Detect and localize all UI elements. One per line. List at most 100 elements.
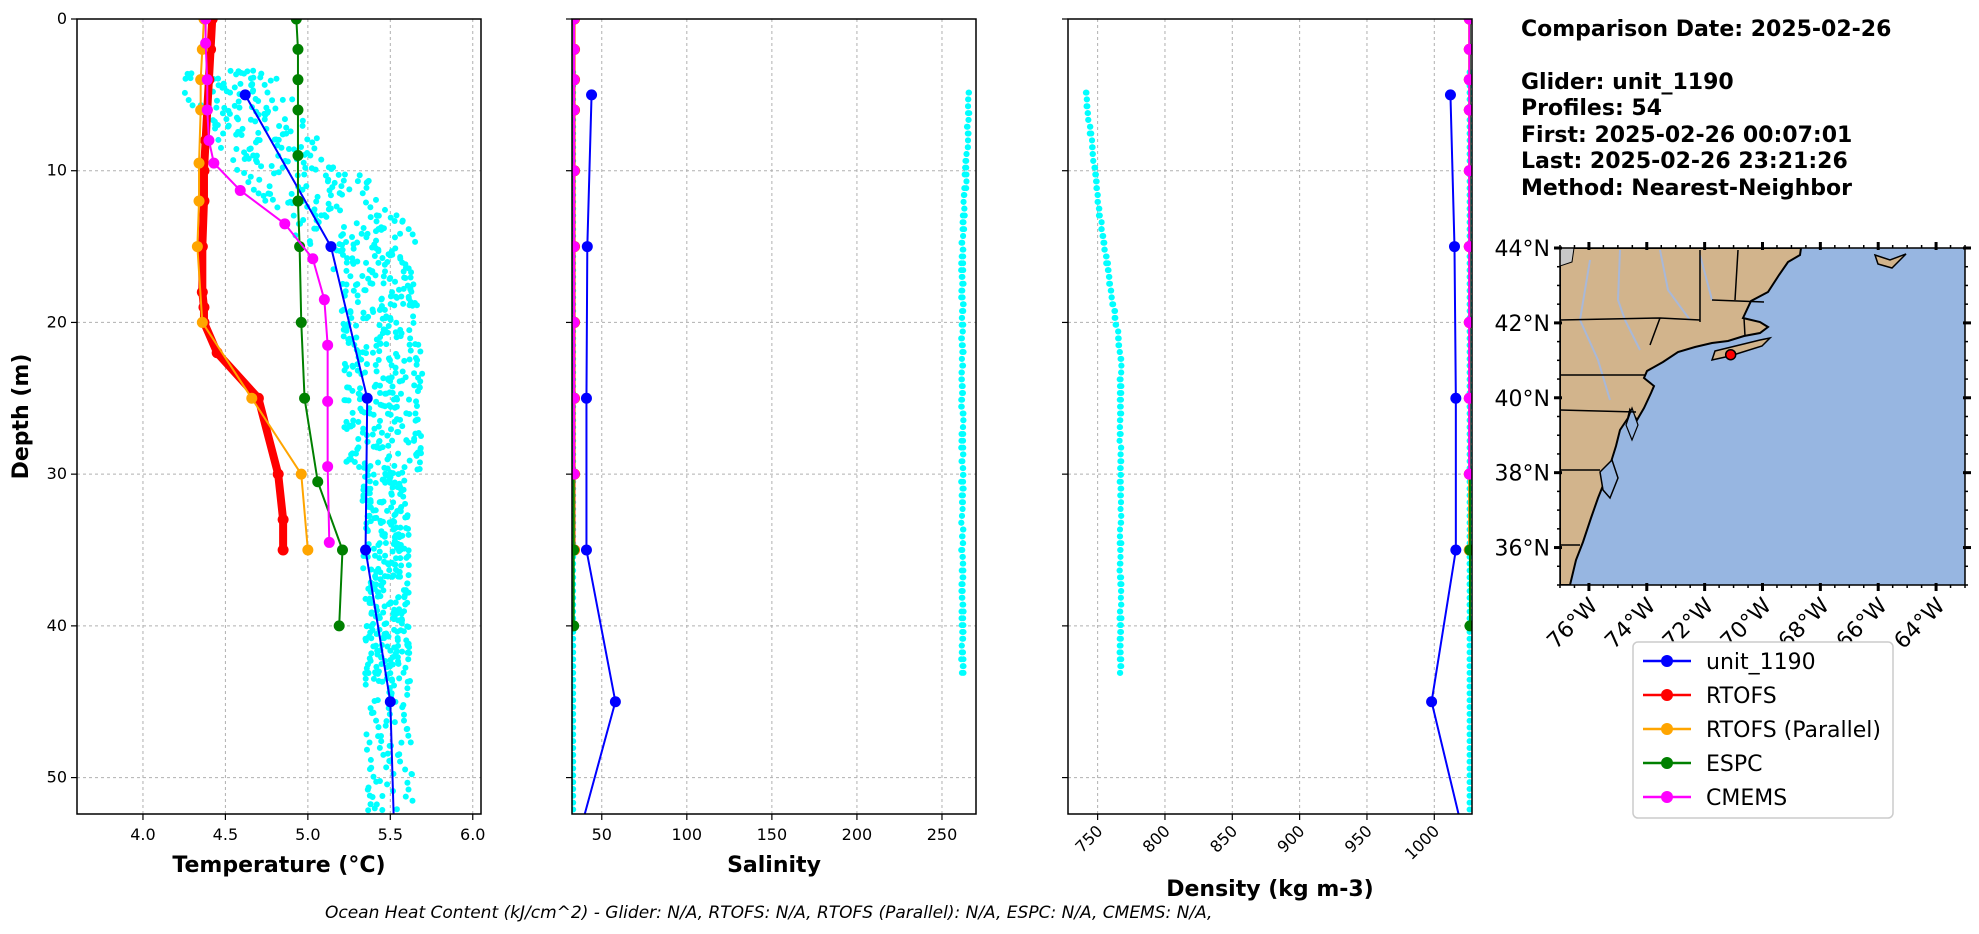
glider-point [1116,642,1123,649]
glider-point [360,486,367,493]
glider-point [1117,506,1124,513]
glider-point [341,322,348,329]
glider-point [398,620,405,627]
x-tick-label: 900 [1273,821,1308,856]
glider-point [380,587,387,594]
glider-point [1116,608,1123,615]
glider-point [1116,417,1123,424]
glider-point [261,116,268,123]
glider-point [960,451,967,458]
glider-point [387,670,394,677]
lat-tick-label: 36°N [1495,537,1550,562]
glider-point [960,649,967,656]
glider-point [404,649,411,656]
glider-point [411,370,418,377]
glider-point [220,130,227,137]
glider-point [281,116,288,123]
glider-point [349,259,356,266]
axes-frame [1067,18,1473,815]
glider-point [960,349,967,356]
glider-point [370,675,377,682]
glider-point [399,423,406,430]
data-point [586,89,598,101]
glider-point [384,507,391,514]
glider-point [185,97,192,104]
glider-point [367,801,374,808]
glider-point [396,286,403,293]
glider-point [407,299,414,306]
glider-point [958,458,965,465]
glider-point [279,164,286,171]
glider-point [1087,123,1094,130]
glider-point [572,765,577,772]
glider-point [1116,635,1123,642]
panel-2: 50 100 150 200 250 Salinity [566,18,977,878]
glider-point [383,764,390,771]
glider-point [1103,253,1110,260]
glider-point [961,205,968,212]
glider-point [312,166,319,173]
series-unit-1190 [239,89,396,814]
legend-item-rtofs-parallel-: RTOFS (Parallel) [1643,718,1881,743]
lat-tick-label: 38°N [1495,462,1550,487]
glider-point [340,333,347,340]
data-point [272,468,284,480]
glider-point [394,628,401,635]
glider-point [403,410,410,417]
glider-point [360,492,367,499]
glider-point [1112,308,1119,315]
glider-point [403,726,410,733]
glider-point [370,773,377,780]
glider-point [572,731,577,738]
glider-point [369,793,376,800]
data-point [572,241,580,253]
x-tick-label: 5.0 [295,825,320,844]
data-point [203,134,215,146]
glider-point [256,176,263,183]
glider-point [381,603,388,610]
glider-point [410,281,417,288]
glider-raw-points [1082,69,1472,813]
glider-point [366,478,373,485]
glider-point [290,212,297,219]
glider-point [344,255,351,262]
glider-point [960,198,967,205]
glider-point [250,186,257,193]
data-point [1463,104,1472,116]
glider-point [394,751,401,758]
glider-point [572,799,577,806]
glider-point [363,361,370,368]
glider-point [572,779,577,786]
glider-point [1118,396,1125,403]
glider-point [395,594,402,601]
glider-point [366,512,373,519]
glider-point [393,212,400,219]
glider-point [368,610,375,617]
glider-point [363,343,370,350]
glider-point [367,280,374,287]
data-point [1444,89,1456,101]
glider-point [572,683,577,690]
glider-point [405,786,412,793]
glider-point [1115,328,1122,335]
glider-point [355,436,362,443]
glider-point [1117,430,1124,437]
glider-point [1466,683,1472,690]
glider-point [254,136,261,143]
glider-point [1089,144,1096,151]
data-point [322,339,334,351]
glider-point [407,335,414,342]
glider-point [253,159,260,166]
glider-point [376,548,383,555]
glider-point [372,228,379,235]
glider-point [342,288,349,295]
glider-point [412,417,419,424]
glider-point [1118,519,1125,526]
glider-point [354,258,361,265]
glider-point [234,166,241,173]
glider-point [1117,499,1124,506]
glider-point [399,218,406,225]
y-tick-label: 30 [47,464,67,483]
glider-point [385,355,392,362]
glider-point [346,371,353,378]
